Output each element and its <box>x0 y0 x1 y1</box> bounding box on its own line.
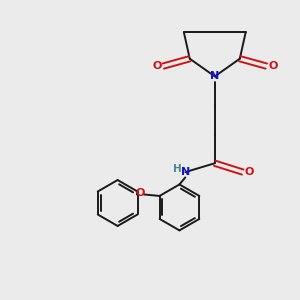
Text: H: H <box>173 164 182 173</box>
Text: O: O <box>152 61 161 71</box>
Text: O: O <box>136 188 145 198</box>
Text: O: O <box>268 61 278 71</box>
Text: N: N <box>181 167 190 177</box>
Text: N: N <box>210 71 219 81</box>
Text: O: O <box>244 167 254 177</box>
